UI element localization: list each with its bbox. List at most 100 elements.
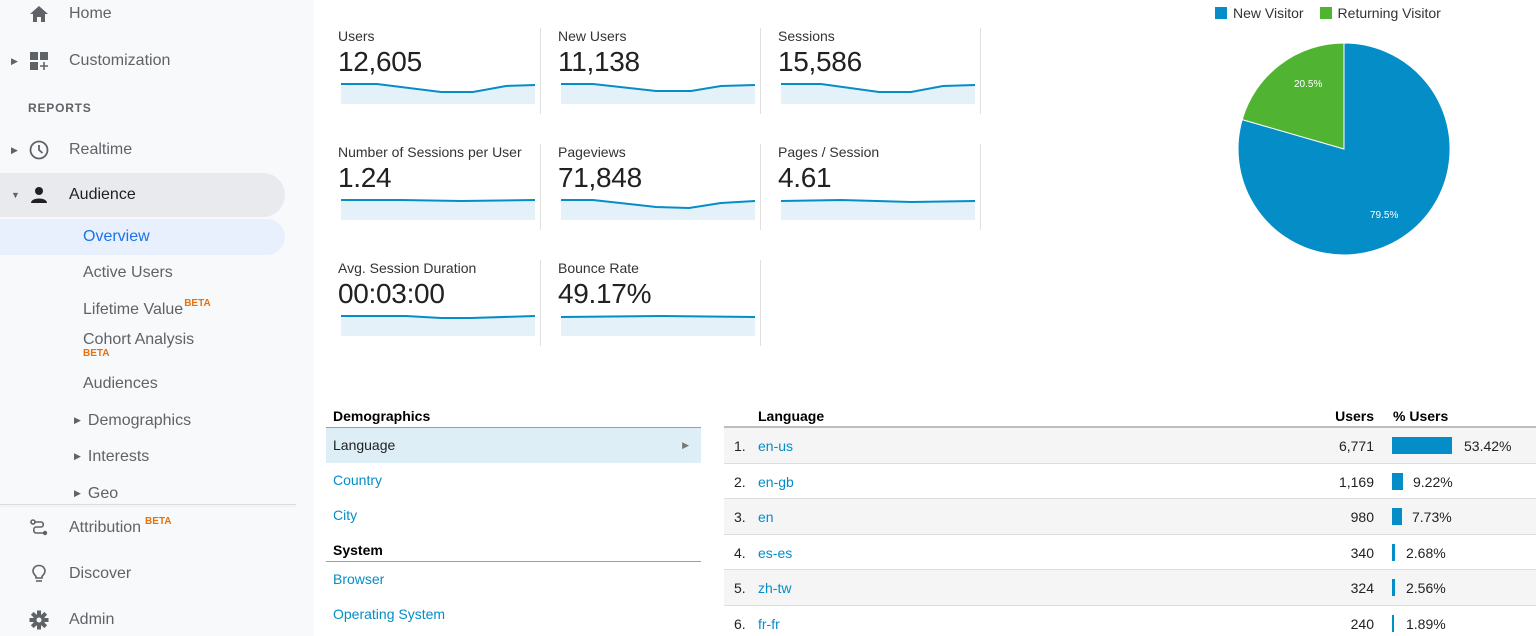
demographics-item-language[interactable]: Language ▶ — [326, 428, 701, 463]
row-rank: 6. — [734, 615, 746, 632]
pct-bar — [1392, 614, 1394, 632]
table-row: 1. en-us 6,771 53.42% — [724, 428, 1536, 464]
legend-swatch — [1319, 7, 1332, 19]
demographics-item-city[interactable]: City — [333, 507, 358, 523]
metric-bounce-rate[interactable]: Bounce Rate 49.17% — [541, 252, 761, 356]
visitor-pie-chart: 20.5% 79.5% — [1238, 43, 1450, 255]
row-language-link[interactable]: es-es — [758, 544, 793, 561]
divider — [980, 144, 981, 230]
sidebar-label: Demographics — [87, 412, 192, 429]
sidebar-label: Geo — [87, 485, 119, 502]
legend-returning-visitor[interactable]: Returning Visitor — [1319, 5, 1441, 21]
row-language-link[interactable]: en-gb — [758, 473, 794, 490]
sidebar-label: Lifetime Value — [83, 301, 184, 318]
sidebar-item-demographics[interactable]: ▶ Demographics — [74, 412, 191, 430]
sidebar-item-cohort-analysis[interactable]: Cohort Analysis BETA — [83, 331, 195, 359]
metric-value: 71,848 — [558, 162, 642, 193]
metric-pageviews[interactable]: Pageviews 71,848 — [541, 136, 761, 240]
sidebar-item-active-users[interactable]: Active Users — [83, 264, 173, 281]
sparkline — [341, 199, 535, 220]
metric-value: 1.24 — [338, 162, 392, 193]
row-language-link[interactable]: zh-tw — [758, 580, 792, 596]
demographics-item-country[interactable]: Country — [333, 472, 383, 488]
metric-value: 11,138 — [558, 46, 640, 77]
row-users: 240 — [1350, 615, 1374, 632]
legend-new-visitor[interactable]: New Visitor — [1215, 5, 1304, 21]
sparkline — [561, 199, 755, 220]
sidebar-label: Discover — [69, 565, 132, 582]
sparkline — [561, 314, 755, 336]
row-pct: 7.73% — [1412, 509, 1452, 525]
sidebar-item-overview[interactable]: Overview — [83, 228, 150, 245]
metric-sessions[interactable]: Sessions 15,586 — [761, 20, 981, 124]
row-pct: 2.56% — [1406, 580, 1446, 596]
metric-pages-per-session[interactable]: Pages / Session 4.61 — [761, 136, 981, 240]
dashboard-add-icon — [28, 50, 50, 72]
metric-new-users[interactable]: New Users 11,138 — [541, 20, 761, 124]
pie-label-new: 79.5% — [1370, 210, 1398, 221]
pie-legend: New Visitor Returning Visitor — [1215, 5, 1457, 21]
pie-slice-returning-visitor[interactable] — [1241, 43, 1345, 150]
metric-sessions-per-user[interactable]: Number of Sessions per User 1.24 — [321, 136, 541, 240]
row-language-link[interactable]: en — [758, 509, 774, 525]
system-header: System — [326, 538, 701, 562]
system-item-browser[interactable]: Browser — [333, 571, 385, 587]
pct-bar — [1392, 437, 1452, 454]
metric-value: 12,605 — [338, 46, 422, 77]
divider — [540, 144, 541, 230]
row-users: 1,169 — [1338, 473, 1374, 490]
sparkline — [781, 198, 975, 220]
sidebar-label: Interests — [87, 448, 150, 465]
table-row: 5. zh-tw 324 2.56% — [724, 570, 1536, 606]
sidebar-item-audiences[interactable]: Audiences — [83, 375, 158, 392]
metric-value: 15,586 — [778, 46, 862, 77]
row-users: 340 — [1350, 544, 1374, 561]
divider — [760, 28, 761, 114]
row-pct: 9.22% — [1413, 473, 1453, 490]
metric-users[interactable]: Users 12,605 — [321, 20, 541, 124]
sparkline — [781, 83, 975, 104]
caret-right-icon: ▶ — [74, 451, 81, 461]
home-icon — [28, 3, 50, 25]
column-header-pct-users[interactable]: % Users — [1393, 408, 1449, 424]
table-row: 4. es-es 340 2.68% — [724, 535, 1536, 570]
metric-label: Sessions — [778, 28, 835, 44]
metric-label: Avg. Session Duration — [338, 260, 477, 276]
system-item-operating-system[interactable]: Operating System — [333, 606, 446, 622]
gear-icon — [28, 609, 50, 631]
column-header-language[interactable]: Language — [758, 408, 825, 424]
reports-section-label: REPORTS — [28, 101, 92, 115]
legend-swatch — [1215, 7, 1227, 19]
person-icon — [28, 184, 50, 206]
row-language-link[interactable]: en-us — [758, 438, 794, 454]
row-pct: 53.42% — [1464, 438, 1512, 454]
row-users: 6,771 — [1338, 438, 1374, 454]
row-pct: 2.68% — [1406, 544, 1446, 561]
beta-badge: BETA — [83, 348, 110, 359]
sidebar-item-geo[interactable]: ▶ Geo — [74, 485, 118, 503]
sidebar-label: Cohort Analysis — [83, 331, 195, 348]
language-table: Language Users % Users 1. en-us 6,771 53… — [724, 404, 1536, 636]
sidebar-item-lifetime-value[interactable]: Lifetime ValueBETA — [83, 298, 211, 319]
sidebar-item-interests[interactable]: ▶ Interests — [74, 448, 149, 466]
sidebar-label: Realtime — [69, 141, 133, 158]
row-users: 980 — [1350, 509, 1374, 525]
caret-right-icon: ▶ — [11, 55, 18, 66]
divider — [540, 28, 541, 114]
sidebar-label: Audience — [69, 186, 136, 203]
column-header-users[interactable]: Users — [1335, 408, 1374, 424]
row-rank: 4. — [734, 544, 746, 561]
caret-right-icon: ▶ — [74, 488, 81, 498]
metric-avg-session-duration[interactable]: Avg. Session Duration 00:03:00 — [321, 252, 541, 356]
caret-right-icon: ▶ — [682, 440, 689, 450]
row-users: 324 — [1350, 580, 1374, 596]
metric-label: Pages / Session — [778, 144, 880, 160]
demographics-panel: Demographics Language ▶ Country City Sys… — [326, 404, 701, 632]
table-row: 6. fr-fr 240 1.89% — [724, 606, 1536, 636]
divider — [760, 260, 761, 346]
metric-label: Users — [338, 28, 375, 44]
row-language-link[interactable]: fr-fr — [758, 615, 780, 632]
caret-right-icon: ▶ — [11, 144, 18, 155]
metric-label: Number of Sessions per User — [338, 144, 522, 160]
